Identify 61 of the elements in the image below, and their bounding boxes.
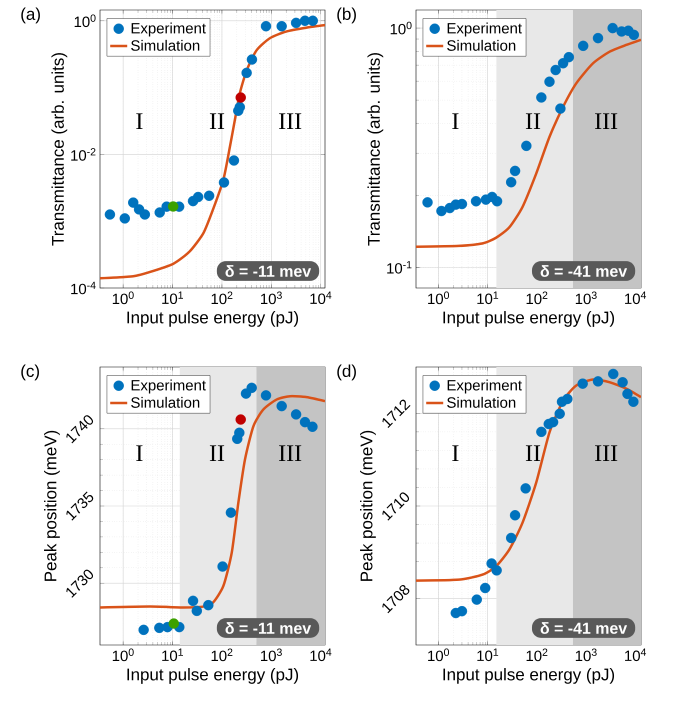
x-tick-label: 10$^{3}$ <box>576 648 597 662</box>
annotation: δ = -11 mev <box>226 265 312 277</box>
x-tick-label: 10$^{3}$ <box>261 648 282 662</box>
x-tick-label: 10$^{4}$ <box>310 648 332 662</box>
x-axis-title: Input pulse energy (pJ) <box>127 668 298 684</box>
x-tick-label: 10$^{2}$ <box>526 648 548 662</box>
x-tick-label: 10$^{1}$ <box>162 292 183 304</box>
annotation: I <box>452 445 459 462</box>
legend-label: Simulation <box>131 40 200 51</box>
x-tick-label: 10$^{0}$ <box>112 648 134 662</box>
chart-title: (c) <box>21 364 39 380</box>
chart-title: (a) <box>21 8 40 24</box>
x-tick-label: 10$^{1}$ <box>477 292 498 304</box>
x-tick-label: 10$^{0}$ <box>428 292 450 304</box>
annotation: II <box>210 445 224 462</box>
x-tick-label: 10$^{1}$ <box>477 648 498 662</box>
annotation: II <box>210 113 224 130</box>
y-tick-label: 10$^{0}$ <box>390 22 412 34</box>
x-tick-label: 10$^{4}$ <box>310 292 332 304</box>
x-tick-label: 10$^{3}$ <box>576 292 597 304</box>
x-tick-label: 10$^{2}$ <box>526 292 548 304</box>
x-tick-label: 10$^{2}$ <box>212 648 232 662</box>
y-tick-label: 10$^{-1}$ <box>387 261 412 274</box>
x-tick-label: 10$^{4}$ <box>625 648 646 662</box>
y-axis-title: Peak position (meV) <box>44 430 60 581</box>
y-tick-label: 10$^{-4}$ <box>71 282 96 294</box>
x-axis-title: Input pulse energy (pJ) <box>443 668 614 684</box>
legend-label: Experiment <box>132 22 206 36</box>
annotation: II <box>526 445 540 462</box>
annotation: III <box>279 113 302 130</box>
annotation: I <box>136 445 143 462</box>
chart-title: (b) <box>337 8 356 24</box>
legend-label: Simulation <box>447 396 516 408</box>
x-tick-label: 10$^{1}$ <box>162 648 183 662</box>
annotation: III <box>595 113 618 130</box>
annotation: I <box>452 113 459 130</box>
y-tick-label: 10$^{0}$ <box>74 14 96 28</box>
annotation: II <box>526 113 540 130</box>
annotation: III <box>595 445 618 462</box>
annotation: δ = -41 mev <box>540 265 628 277</box>
legend-label: Simulation <box>447 40 516 51</box>
x-tick-label: 10$^{0}$ <box>112 292 134 304</box>
x-tick-label: 10$^{0}$ <box>428 648 450 662</box>
x-axis-title: Input pulse energy (pJ) <box>443 311 614 327</box>
annotation: δ = -41 mev <box>540 622 628 634</box>
chart-title: (d) <box>337 364 356 380</box>
y-tick-label: 10$^{-2}$ <box>71 148 96 161</box>
y-axis-title: Transmittance (arb. units) <box>367 53 384 246</box>
x-tick-label: 10$^{2}$ <box>212 292 232 304</box>
annotation: δ = -11 mev <box>226 622 312 634</box>
y-axis-title: Peak position (meV) <box>360 430 376 581</box>
legend-label: Experiment <box>132 380 206 394</box>
annotation: III <box>279 445 302 462</box>
x-tick-label: 10$^{4}$ <box>625 292 646 304</box>
x-axis-title: Input pulse energy (pJ) <box>127 311 298 327</box>
annotation: I <box>136 113 143 130</box>
legend-label: Experiment <box>448 380 522 394</box>
y-axis-title: Transmittance (arb. units) <box>51 53 68 246</box>
legend-label: Experiment <box>448 22 522 36</box>
legend-label: Simulation <box>131 396 200 408</box>
x-tick-label: 10$^{3}$ <box>261 292 282 304</box>
